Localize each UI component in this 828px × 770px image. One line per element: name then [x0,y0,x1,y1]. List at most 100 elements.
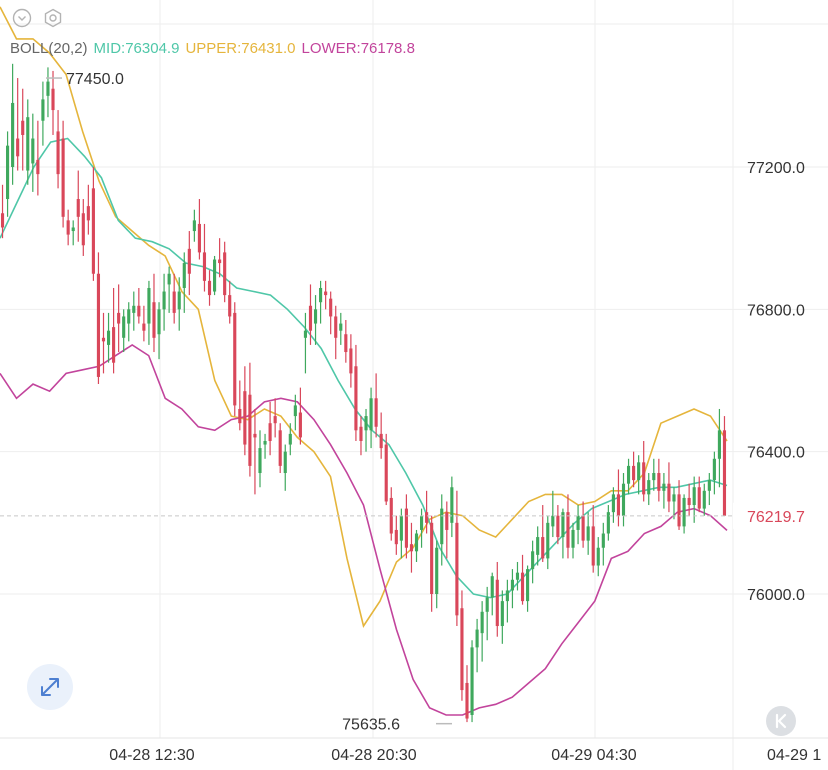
boll-mid-line [0,137,728,599]
candle-body [313,309,318,324]
boll-legend: BOLL(20,2) MID:76304.9 UPPER:76431.0 LOWER:… [10,40,421,57]
candle-body [722,430,727,516]
candle-body [46,81,50,96]
boll-upper-line [0,6,728,628]
candle-body [526,569,530,602]
bollinger-bands [0,6,728,716]
candle-body [369,398,373,431]
candle-body [586,526,590,541]
candle-body [268,423,272,441]
candle-body [445,512,449,530]
candle-body [137,305,141,317]
candle-body [308,305,313,331]
candle-body [515,572,520,580]
candle-body [389,497,393,534]
candle-body [657,473,661,491]
candle-body [536,537,540,555]
candle-body [354,366,358,431]
candle-body [606,512,610,534]
candle-body [288,433,292,445]
candle-body [404,508,408,548]
candle-body [26,117,30,171]
double-chevron-left-icon [775,713,787,729]
candle-body [566,512,570,548]
candle-body [707,480,711,491]
y-tick-label: 76400.0 [747,445,805,462]
candle-body [319,287,323,303]
fullscreen-button[interactable] [27,664,73,710]
candle-body [192,220,196,232]
candle-body [66,220,70,235]
candle-body [349,348,353,374]
candle-body [435,547,439,594]
candle-body [91,188,95,274]
candle-body [611,494,615,513]
candle-body [0,213,5,228]
candle-body [197,223,201,253]
high-price-marker-label: 77450.0 [66,71,124,88]
candle-body [621,483,626,516]
candle-body [591,526,595,566]
candle-body [106,330,111,345]
candle-body [223,252,227,296]
candle-body [177,291,181,310]
candle-body [238,408,242,424]
candle-body [399,515,403,541]
candle-body [283,451,287,474]
candle-body [460,608,464,691]
candle-body [218,259,222,264]
candle-body [531,551,535,570]
candle-body [81,213,85,246]
candle-body [36,159,40,175]
candle-body [21,120,25,135]
candle-body [652,473,656,481]
x-tick-label: 04-28 20:30 [331,747,417,764]
candle-body [465,682,469,719]
boll-lower-value: LOWER:76178.8 [301,40,415,57]
candle-body [470,647,474,715]
settings-hex-icon[interactable] [43,8,63,28]
candle-body [11,102,15,167]
candle-body [520,572,525,602]
candle-body [339,323,343,331]
candle-body [16,138,20,157]
candle-body [697,487,701,509]
candle-body [243,391,247,445]
candle-body [677,494,681,527]
current-price-label: 76219.7 [747,509,805,526]
candle-body [41,99,45,121]
candle-body [51,88,55,111]
candle-body [364,416,368,431]
candle-body [213,259,217,292]
chevron-down-icon[interactable] [12,8,32,28]
candle-body [647,480,651,495]
candle-body [430,522,434,594]
candle-body [682,497,686,527]
candle-body [329,298,333,317]
grid-lines [0,0,828,738]
candle-body [202,252,207,281]
candle-body [117,312,121,324]
candle-body [485,597,489,612]
candle-body [576,515,580,530]
candle-body [571,529,575,548]
candle-body [293,405,297,417]
candle-body [394,529,398,545]
candle-body [172,291,176,313]
candle-body [440,508,444,545]
candle-body [71,227,75,232]
boll-name: BOLL(20,2) [10,40,88,57]
candle-body [546,522,550,559]
scroll-to-latest-button[interactable] [766,706,796,736]
candle-body [56,131,60,175]
candle-body [127,309,131,324]
candle-body [182,263,186,288]
x-tick-label: 04-29 1 [767,747,821,764]
candle-body [490,576,494,598]
candle-body [596,547,600,566]
x-tick-label: 04-29 04:30 [551,747,637,764]
candle-body [662,483,666,491]
candle-body [551,515,555,527]
